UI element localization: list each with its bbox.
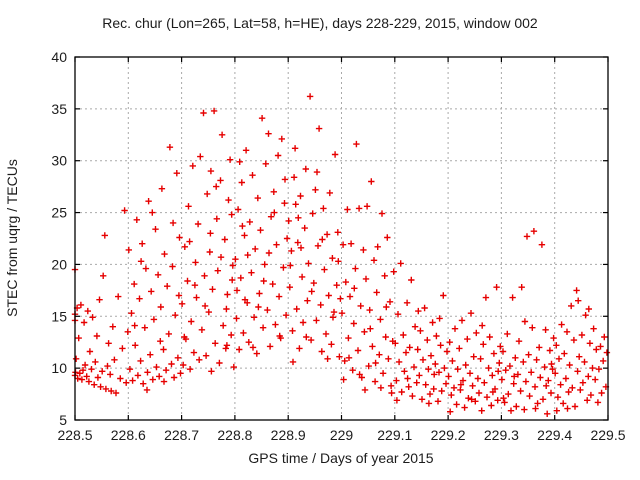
y-tick-label: 30 [51,153,67,169]
x-tick-label: 228.7 [164,427,199,443]
x-tick-label: 228.5 [57,427,92,443]
x-tick-label: 229.1 [377,427,412,443]
x-tick-label: 228.6 [111,427,146,443]
y-tick-label: 15 [51,308,67,324]
y-tick-label: 5 [59,412,67,428]
x-tick-label: 229.3 [484,427,519,443]
y-tick-label: 35 [51,101,67,117]
x-tick-label: 229.4 [537,427,572,443]
x-axis-label: GPS time / Days of year 2015 [248,450,433,466]
x-tick-label: 229 [330,427,354,443]
x-tick-label: 228.8 [217,427,252,443]
chart-title: Rec. chur (Lon=265, Lat=58, h=HE), days … [102,15,538,31]
tick-labels: 228.5 228.6 228.7 228.8 228.9 229 229.1 229.2 22… [51,49,625,443]
x-tick-label: 229.2 [431,427,466,443]
gridlines [75,57,608,420]
axis-ticks [74,56,609,421]
y-tick-label: 10 [51,360,67,376]
x-tick-label: 229.5 [590,427,625,443]
x-tick-label: 228.9 [271,427,306,443]
y-tick-label: 25 [51,205,67,221]
y-tick-label: 40 [51,49,67,65]
y-axis-label: STEC from uqrg / TECUs [4,159,20,317]
y-tick-label: 20 [51,256,67,272]
